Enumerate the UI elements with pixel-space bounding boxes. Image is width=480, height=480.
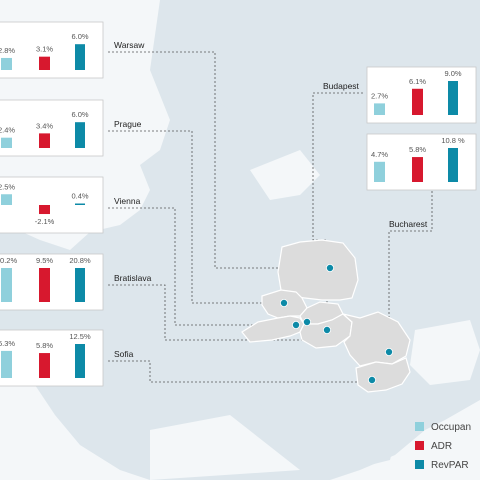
bar-vienna-occupancy: [1, 194, 12, 205]
legend-label-adr: ADR: [431, 441, 452, 452]
city-marker-prague: [279, 298, 288, 307]
city-card-vienna: 2.5% -2.1% 0.4%: [0, 176, 104, 234]
city-card-frame: [0, 21, 104, 79]
city-marker-vienna: [291, 320, 300, 329]
data-label-warsaw-revpar: 6.0%: [71, 32, 88, 41]
city-label-budapest: Budapest: [323, 81, 360, 91]
legend-label-occupancy: Occupan: [431, 422, 471, 433]
bar-sofia-adr: [39, 353, 50, 378]
bar-prague-occupancy: [1, 137, 12, 148]
sea-baltic: [250, 150, 320, 200]
data-label-budapest-occupancy: 2.7%: [371, 91, 388, 100]
sea-mediterranean: [150, 415, 300, 480]
city-marker-sofia: [367, 375, 376, 384]
landmass-balkans: [300, 380, 400, 470]
legend-swatch-revpar: [415, 460, 424, 469]
data-label-prague-revpar: 6.0%: [71, 110, 88, 119]
bar-sofia-revpar: [75, 344, 85, 378]
city-card-frame: [0, 99, 104, 157]
leader-line-prague: [108, 130, 284, 304]
city-label-warsaw: Warsaw: [114, 40, 145, 50]
data-label-prague-occupancy: 2.4%: [0, 126, 15, 135]
bar-sofia-occupancy: [1, 350, 12, 378]
bar-warsaw-revpar: [75, 44, 85, 70]
city-marker-warsaw: [325, 263, 334, 272]
bar-budapest-revpar: [448, 81, 458, 115]
city-label-vienna: Vienna: [114, 196, 141, 206]
legend-swatch-adr: [415, 441, 424, 450]
city-markers: [279, 263, 393, 384]
bar-bucharest-occupancy: [374, 161, 385, 182]
city-label-prague: Prague: [114, 119, 142, 129]
sea-black: [410, 320, 480, 385]
city-card-warsaw: 2.8% 3.1% 6.0%: [0, 21, 104, 79]
city-card-bucharest: 4.7% 5.8% 10.8 %: [366, 133, 477, 191]
city-card-prague: 2.4% 3.4% 6.0%: [0, 99, 104, 157]
legend-label-revpar: RevPAR: [431, 460, 469, 471]
city-marker-bratislava: [302, 317, 311, 326]
bar-bratislava-occupancy: [1, 268, 12, 302]
landmass-scandinavia: [190, 0, 300, 110]
data-label-prague-adr: 3.4%: [36, 121, 53, 130]
city-card-frame: [0, 253, 104, 311]
landmass-italy: [230, 380, 305, 475]
bar-bratislava-revpar: [75, 268, 85, 302]
data-label-budapest-revpar: 9.0%: [444, 69, 461, 78]
legend: Occupan ADR RevPAR: [415, 422, 471, 471]
bar-budapest-occupancy: [374, 103, 385, 115]
leader-line-bucharest: [388, 183, 433, 352]
city-card-frame: [0, 176, 104, 234]
city-card-sofia: 6.3% 5.8% 12.5%: [0, 329, 104, 387]
city-label-bratislava: Bratislava: [114, 273, 152, 283]
city-card-bratislava: 10.2% 9.5% 20.8%: [0, 253, 104, 311]
data-label-warsaw-occupancy: 2.8%: [0, 46, 15, 55]
bar-prague-revpar: [75, 122, 85, 148]
city-label-sofia: Sofia: [114, 349, 134, 359]
data-label-vienna-adr: -2.1%: [35, 217, 55, 226]
city-card-budapest: 2.7% 6.1% 9.0%: [366, 66, 477, 124]
bar-warsaw-adr: [39, 56, 50, 70]
bar-vienna-revpar: [75, 203, 85, 205]
data-label-bratislava-occupancy: 10.2%: [0, 256, 17, 265]
city-label-bucharest: Bucharest: [389, 219, 428, 229]
data-label-budapest-adr: 6.1%: [409, 77, 426, 86]
bar-bratislava-adr: [39, 268, 50, 302]
city-card-frame: [0, 329, 104, 387]
bar-vienna-adr: [39, 205, 50, 215]
bar-bucharest-adr: [412, 157, 423, 182]
legend-swatch-occupancy: [415, 422, 424, 431]
leader-line-vienna: [108, 207, 296, 326]
bar-bucharest-revpar: [448, 148, 458, 182]
data-label-bratislava-revpar: 20.8%: [69, 256, 91, 265]
country-bulgaria: [355, 357, 411, 393]
bar-warsaw-occupancy: [1, 57, 12, 70]
data-label-vienna-occupancy: 2.5%: [0, 182, 15, 191]
data-label-bucharest-adr: 5.8%: [409, 145, 426, 154]
city-marker-budapest: [322, 325, 331, 334]
data-label-warsaw-adr: 3.1%: [36, 45, 53, 54]
city-cards: 2.8% 3.1% 6.0% 2.4% 3.4% 6.0% 2.5% -2.1% 0.4% 10.…: [0, 21, 477, 387]
data-label-bucharest-revpar: 10.8 %: [441, 136, 465, 145]
leader-line-warsaw: [108, 51, 330, 269]
data-label-bratislava-adr: 9.5%: [36, 256, 53, 265]
data-label-sofia-occupancy: 6.3%: [0, 339, 15, 348]
bar-prague-adr: [39, 133, 50, 148]
data-label-sofia-adr: 5.8%: [36, 341, 53, 350]
bar-budapest-adr: [412, 88, 423, 115]
data-label-sofia-revpar: 12.5%: [69, 332, 91, 341]
data-label-bucharest-occupancy: 4.7%: [371, 150, 388, 159]
city-marker-bucharest: [384, 347, 393, 356]
data-label-vienna-revpar: 0.4%: [71, 192, 88, 201]
